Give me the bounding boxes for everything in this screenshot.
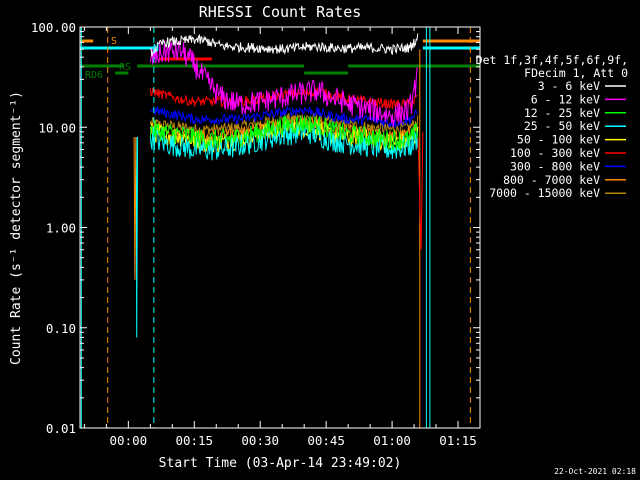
y-tick-label: 100.00 bbox=[31, 20, 76, 35]
drop-spike bbox=[135, 136, 139, 338]
legend-header-2: FDecim 1, Att 0 bbox=[524, 66, 628, 80]
flag-label-rs: RS bbox=[119, 62, 131, 73]
y-tick-label: 10.00 bbox=[38, 120, 76, 135]
series-line bbox=[149, 115, 419, 150]
legend-entry: 6 - 12 keV bbox=[531, 92, 600, 106]
x-axis: 00:00 00:15 00:30 00:45 01:00 01:15 bbox=[83, 27, 481, 448]
legend-entry: 50 - 100 keV bbox=[517, 133, 600, 147]
x-tick-label: 00:00 bbox=[110, 433, 148, 448]
y-tick-label: 0.01 bbox=[46, 421, 76, 436]
legend-entry: 25 - 50 keV bbox=[524, 119, 600, 133]
x-tick-label: 00:15 bbox=[175, 433, 213, 448]
flag-label-s: S bbox=[111, 36, 117, 47]
x-axis-label: Start Time (03-Apr-14 23:49:02) bbox=[159, 456, 402, 471]
legend-entry: 3 - 6 keV bbox=[538, 79, 600, 93]
flag-label-rd6: RD6 bbox=[85, 70, 103, 81]
x-tick-label: 00:30 bbox=[241, 433, 279, 448]
legend-entry: 800 - 7000 keV bbox=[503, 173, 600, 187]
y-axis-label-text: Count Rate (s⁻¹ detector segment⁻¹) bbox=[9, 91, 24, 365]
series-line bbox=[150, 33, 419, 57]
legend-entry: 300 - 800 keV bbox=[510, 159, 600, 173]
drop-spike bbox=[133, 136, 137, 280]
x-tick-label: 00:45 bbox=[307, 433, 345, 448]
legend-header-1: Det 1f,3f,4f,5f,6f,9f, bbox=[476, 53, 628, 67]
drop-spike bbox=[417, 131, 424, 250]
y-tick-label: 1.00 bbox=[46, 221, 76, 236]
y-axis-label: Count Rate (s⁻¹ detector segment⁻¹) bbox=[9, 91, 24, 365]
chart-title: RHESSI Count Rates bbox=[199, 3, 362, 21]
y-tick-label: 0.10 bbox=[46, 321, 76, 336]
footer-date: 22-Oct-2021 02:18 bbox=[554, 467, 636, 476]
x-tick-label: 01:00 bbox=[373, 433, 411, 448]
event-vertical-lines bbox=[80, 27, 471, 428]
x-tick-label: 01:15 bbox=[439, 433, 477, 448]
legend-entry: 12 - 25 keV bbox=[524, 106, 600, 120]
flag-label-n: N bbox=[153, 43, 159, 54]
y-axis: 100.00 10.00 1.00 0.10 0.01 bbox=[31, 20, 480, 436]
legend-entry: 7000 - 15000 keV bbox=[489, 186, 600, 200]
series-line bbox=[149, 39, 419, 127]
series-layer bbox=[149, 33, 419, 161]
legend-entry: 100 - 300 keV bbox=[510, 146, 600, 160]
